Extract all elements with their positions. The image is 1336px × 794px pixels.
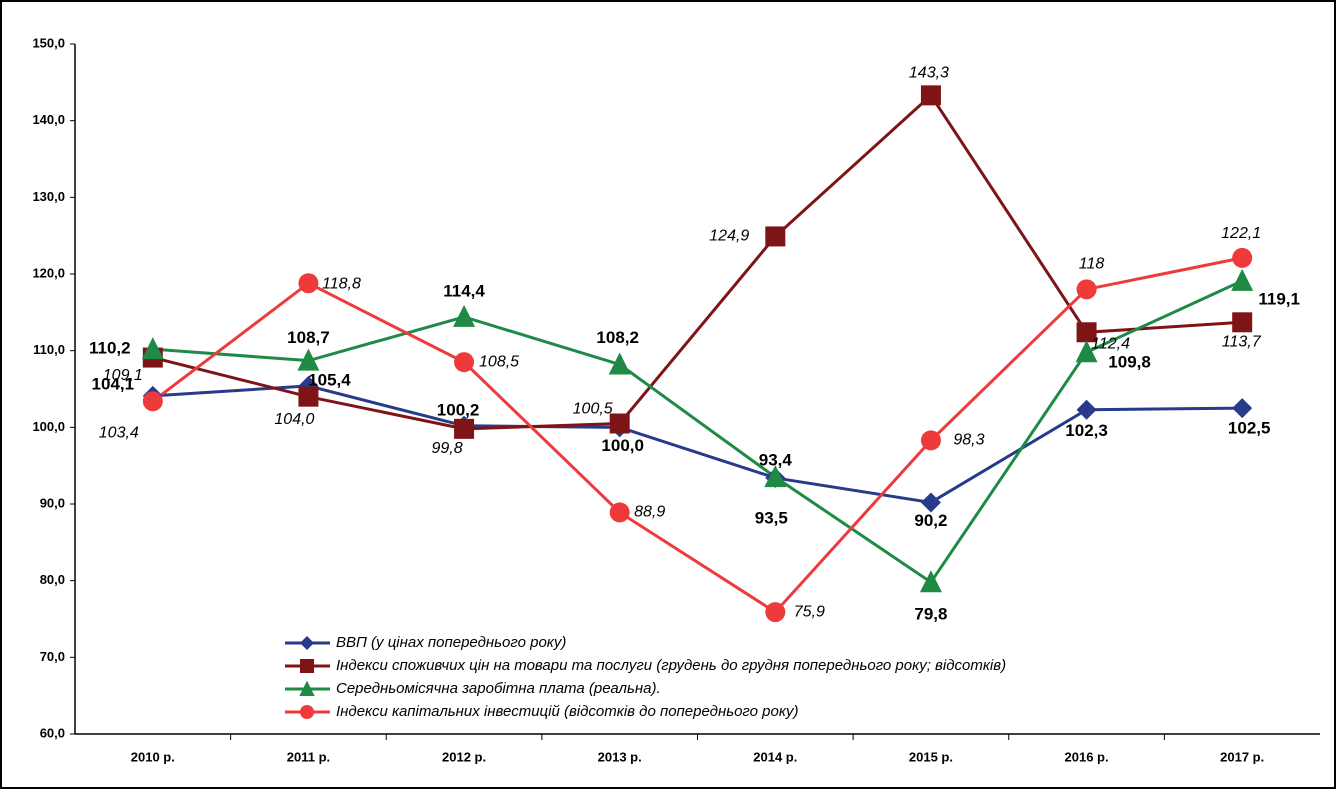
data-label: 110,2 [89, 339, 131, 358]
series-line [152, 384, 1243, 505]
data-label: 88,9 [634, 504, 665, 521]
point-marker [297, 348, 320, 371]
point-marker [1076, 279, 1097, 300]
point-marker [920, 85, 941, 106]
data-label: 98,3 [953, 432, 984, 449]
point-marker [1075, 340, 1098, 363]
data-label: 90,2 [914, 511, 947, 530]
legend-label: Індекси споживчих цін на товари та послу… [336, 657, 1006, 674]
point-marker [1232, 398, 1253, 419]
y-tick-label: 100,0 [32, 419, 65, 434]
series-line [152, 279, 1243, 585]
data-label: 109,8 [1108, 353, 1151, 372]
data-label: 75,9 [794, 603, 825, 620]
point-marker [1232, 312, 1253, 333]
point-marker [920, 430, 941, 451]
legend-marker [300, 659, 314, 673]
data-label: 124,9 [709, 228, 749, 245]
y-tick-label: 150,0 [32, 35, 65, 50]
point-marker [298, 273, 319, 294]
data-label: 113,7 [1222, 334, 1262, 351]
x-tick-label: 2017 р. [1220, 749, 1264, 764]
y-tick-label: 70,0 [40, 649, 65, 664]
x-tick-label: 2011 р. [287, 749, 330, 764]
point-marker [1076, 322, 1097, 343]
x-tick-label: 2013 р. [598, 749, 642, 764]
data-label: 108,2 [596, 328, 639, 347]
data-label: 104,0 [274, 411, 314, 428]
data-label: 118,8 [322, 275, 361, 292]
point-marker [1232, 247, 1253, 268]
point-marker [454, 352, 475, 373]
data-label: 112,4 [1091, 335, 1130, 352]
point-marker [454, 418, 475, 439]
point-marker [608, 352, 631, 375]
data-label: 119,1 [1258, 289, 1300, 308]
point-marker [453, 304, 476, 327]
data-label: 79,8 [914, 605, 947, 624]
y-tick-label: 140,0 [32, 112, 65, 127]
point-marker [609, 502, 630, 523]
data-label: 118 [1079, 256, 1105, 273]
x-tick-label: 2015 р. [909, 749, 953, 764]
data-label: 100,2 [437, 400, 480, 419]
data-label: 105,4 [308, 370, 351, 389]
x-tick-label: 2012 р. [442, 749, 486, 764]
data-label: 114,4 [443, 281, 485, 300]
x-tick-label: 2010 р. [131, 749, 175, 764]
y-tick-label: 90,0 [40, 495, 65, 510]
series-line [152, 93, 1243, 431]
point-marker [1231, 268, 1254, 291]
legend-marker [300, 705, 314, 719]
series-line [151, 256, 1243, 615]
data-label: 143,3 [909, 65, 949, 82]
data-label: 93,4 [759, 450, 793, 469]
x-tick-label: 2016 р. [1065, 749, 1109, 764]
point-marker [765, 602, 786, 623]
data-label: 103,4 [99, 424, 139, 441]
point-marker [141, 337, 164, 360]
legend-label: Індекси капітальних інвестицій (відсоткі… [336, 703, 798, 720]
data-label: 102,5 [1228, 419, 1271, 438]
point-marker [609, 413, 630, 434]
data-label: 102,3 [1065, 421, 1108, 440]
point-marker [764, 465, 787, 488]
y-tick-label: 120,0 [32, 265, 65, 280]
y-tick-label: 110,0 [33, 342, 65, 357]
legend-label: ВВП (у цінах попереднього року) [336, 634, 566, 651]
point-marker [765, 226, 786, 247]
data-label: 109,1 [103, 367, 143, 384]
point-marker [1076, 399, 1097, 420]
x-tick-label: 2014 р. [753, 749, 797, 764]
data-label: 122,1 [1221, 225, 1261, 242]
data-label: 108,5 [479, 353, 519, 370]
legend-marker [299, 680, 315, 696]
legend-label: Середньомісячна заробітна плата (реальна… [336, 680, 661, 697]
legend-marker [300, 636, 314, 650]
data-label: 108,7 [287, 328, 330, 347]
data-label: 104,1 [92, 374, 135, 393]
y-tick-label: 60,0 [40, 725, 65, 740]
point-marker [919, 570, 942, 593]
point-marker [920, 492, 941, 513]
y-tick-label: 80,0 [40, 572, 65, 587]
data-label: 100,0 [601, 436, 644, 455]
data-label: 99,8 [431, 440, 462, 457]
data-label: 93,5 [755, 509, 788, 528]
y-tick-label: 130,0 [32, 189, 65, 204]
point-marker [298, 386, 319, 407]
point-marker [142, 391, 163, 412]
data-label: 100,5 [573, 401, 613, 418]
